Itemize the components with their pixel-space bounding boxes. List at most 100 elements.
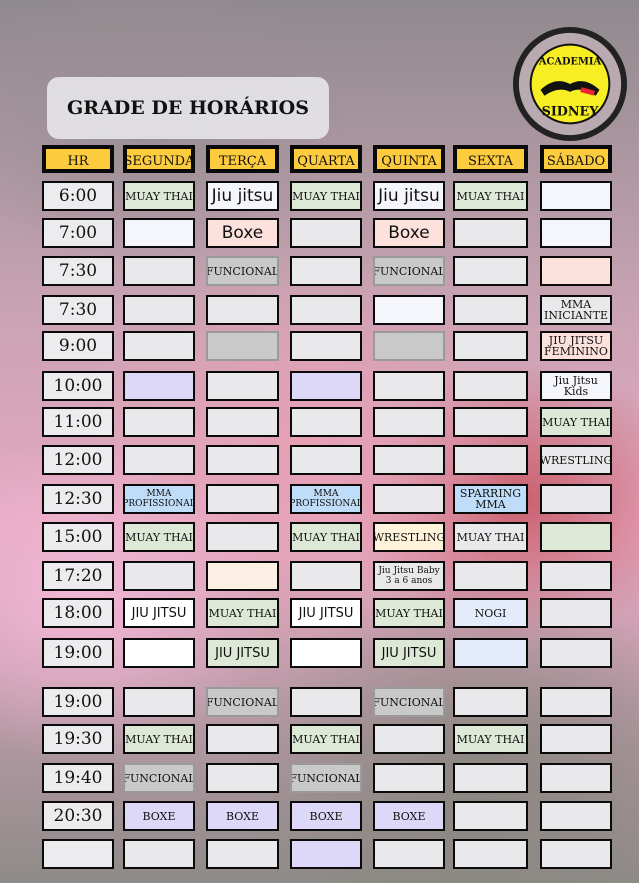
class-cell: MUAY THAI [123, 724, 195, 754]
class-cell: FUNCIONAL [373, 256, 445, 286]
class-cell: MUAY THAI [540, 407, 612, 437]
empty-cell [290, 839, 362, 869]
empty-cell [540, 763, 612, 793]
empty-cell [453, 218, 528, 248]
empty-cell [123, 331, 195, 361]
empty-cell [206, 407, 279, 437]
empty-cell [123, 445, 195, 475]
class-cell: SPARRING MMA [453, 484, 528, 514]
empty-cell [123, 407, 195, 437]
class-cell: WRESTLING [373, 522, 445, 552]
class-cell: Boxe [206, 218, 279, 248]
empty-cell [453, 445, 528, 475]
empty-cell [373, 295, 445, 325]
time-slot: 19:00 [42, 687, 114, 717]
empty-cell [453, 256, 528, 286]
time-slot [42, 839, 114, 869]
empty-cell [540, 256, 612, 286]
time-slot: 10:00 [42, 371, 114, 401]
class-cell: MUAY THAI [206, 598, 279, 628]
class-cell: MMA INICIANTE [540, 295, 612, 325]
empty-cell [206, 724, 279, 754]
empty-cell [453, 687, 528, 717]
empty-cell [453, 801, 528, 831]
empty-cell [290, 687, 362, 717]
time-slot: 12:30 [42, 484, 114, 514]
class-cell: MUAY THAI [290, 522, 362, 552]
time-slot: 20:30 [42, 801, 114, 831]
class-cell: Jiu jitsu [373, 181, 445, 211]
header-segunda: SEGUNDA [123, 145, 195, 173]
empty-cell [123, 839, 195, 869]
svg-text:SIDNEY: SIDNEY [542, 104, 600, 119]
class-cell: FUNCIONAL [206, 256, 279, 286]
class-cell: Jiu Jitsu Kids [540, 371, 612, 401]
empty-cell [453, 331, 528, 361]
class-cell: Boxe [373, 218, 445, 248]
class-cell: MUAY THAI [453, 724, 528, 754]
time-slot: 7:00 [42, 218, 114, 248]
time-slot: 18:00 [42, 598, 114, 628]
class-cell: NOGI [453, 598, 528, 628]
empty-cell [453, 295, 528, 325]
class-cell: BOXE [206, 801, 279, 831]
class-cell: FUNCIONAL [123, 763, 195, 793]
empty-cell [453, 763, 528, 793]
class-cell: FUNCIONAL [206, 687, 279, 717]
class-cell: MUAY THAI [290, 181, 362, 211]
class-cell: MUAY THAI [123, 522, 195, 552]
empty-cell [206, 371, 279, 401]
empty-cell [453, 371, 528, 401]
class-cell: JIU JITSU [373, 638, 445, 668]
empty-cell [206, 839, 279, 869]
header-sabado: SÁBADO [540, 145, 612, 173]
header-quarta: QUARTA [290, 145, 362, 173]
empty-cell [540, 839, 612, 869]
empty-cell [540, 724, 612, 754]
time-slot: 7:30 [42, 295, 114, 325]
class-cell: FUNCIONAL [290, 763, 362, 793]
empty-cell [123, 218, 195, 248]
empty-cell [290, 561, 362, 591]
empty-cell [373, 763, 445, 793]
class-cell: BOXE [290, 801, 362, 831]
class-cell: MMA PROFISSIONAL [290, 484, 362, 514]
class-cell: MUAY THAI [123, 181, 195, 211]
empty-cell [206, 295, 279, 325]
empty-cell [373, 331, 445, 361]
empty-cell [123, 687, 195, 717]
empty-cell [123, 638, 195, 668]
empty-cell [290, 638, 362, 668]
time-slot: 12:00 [42, 445, 114, 475]
empty-cell [373, 484, 445, 514]
empty-cell [540, 522, 612, 552]
time-slot: 19:00 [42, 638, 114, 668]
empty-cell [206, 331, 279, 361]
empty-cell [290, 445, 362, 475]
class-cell: MUAY THAI [453, 181, 528, 211]
empty-cell [540, 561, 612, 591]
class-cell: MUAY THAI [373, 598, 445, 628]
header-terca: TERÇA [206, 145, 279, 173]
class-cell: JIU JITSU [290, 598, 362, 628]
empty-cell [290, 331, 362, 361]
empty-cell [453, 638, 528, 668]
empty-cell [206, 445, 279, 475]
empty-cell [540, 801, 612, 831]
academy-logo: ACADEMIA SIDNEY [512, 26, 628, 142]
empty-cell [373, 445, 445, 475]
time-slot: 19:40 [42, 763, 114, 793]
time-slot: 11:00 [42, 407, 114, 437]
empty-cell [290, 407, 362, 437]
empty-cell [290, 256, 362, 286]
empty-cell [123, 561, 195, 591]
empty-cell [290, 218, 362, 248]
empty-cell [373, 371, 445, 401]
empty-cell [206, 561, 279, 591]
header-sexta: SEXTA [453, 145, 528, 173]
time-slot: 17:20 [42, 561, 114, 591]
time-slot: 9:00 [42, 331, 114, 361]
empty-cell [206, 522, 279, 552]
empty-cell [540, 638, 612, 668]
empty-cell [373, 839, 445, 869]
